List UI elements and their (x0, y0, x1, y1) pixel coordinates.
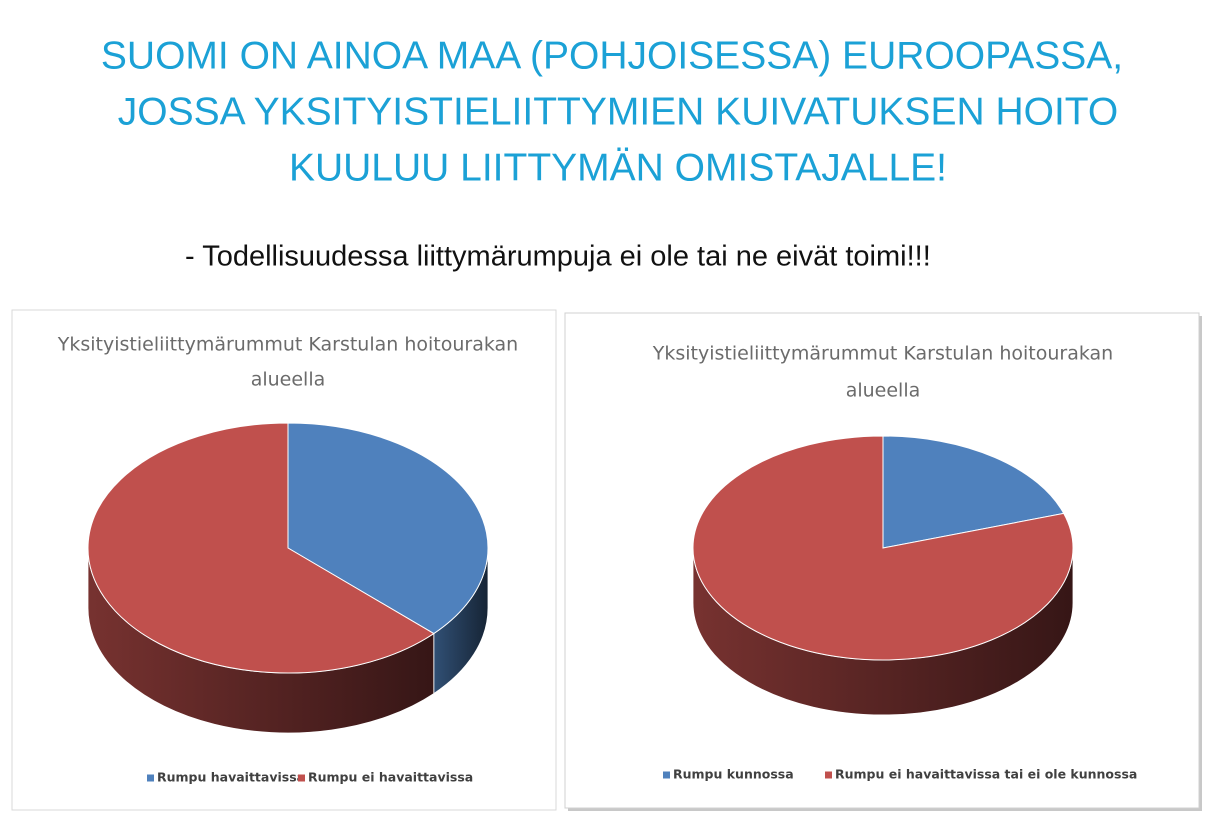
pie (692, 435, 1074, 716)
pie (87, 422, 489, 734)
chart-title: alueella (251, 369, 326, 391)
slice (882, 435, 1065, 549)
legend-label: Rumpu ei havaittavissa tai ei ole kunnos… (835, 767, 1137, 782)
slice (692, 435, 1074, 661)
slice (287, 422, 489, 635)
legend-swatch (825, 771, 832, 779)
legend-label: Rumpu ei havaittavissa (308, 770, 473, 785)
slide-title: KUULUU LIITTYMÄN OMISTAJALLE! (289, 146, 947, 189)
slide-subtitle: - Todellisuudessa liittymärumpuja ei ole… (185, 241, 931, 273)
slide-title: JOSSA YKSITYISTIELIITTYMIEN KUIVATUKSEN … (118, 90, 1119, 133)
chart-title: alueella (846, 380, 921, 402)
slice (87, 422, 435, 674)
legend-swatch (147, 774, 154, 782)
legend-swatch (298, 774, 305, 782)
legend-label: Rumpu havaittavissa (157, 770, 305, 785)
legend-label: Rumpu kunnossa (673, 767, 794, 782)
chart-title: Yksityistieliittymärummut Karstulan hoit… (57, 334, 518, 356)
chart-title: Yksityistieliittymärummut Karstulan hoit… (652, 343, 1113, 365)
legend-swatch (663, 771, 670, 779)
slide-title: SUOMI ON AINOA MAA (POHJOISESSA) EUROOPA… (101, 34, 1123, 77)
